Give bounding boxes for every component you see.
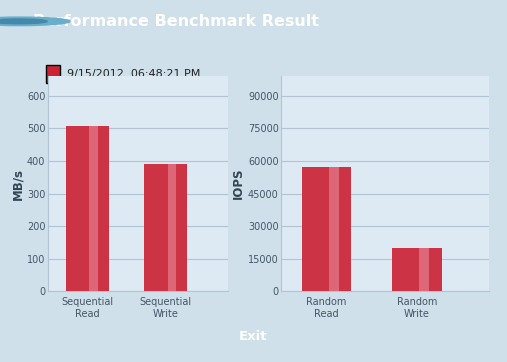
Circle shape <box>0 17 70 26</box>
Circle shape <box>0 19 47 24</box>
Y-axis label: IOPS: IOPS <box>232 168 245 199</box>
Bar <box>329 167 339 291</box>
Text: Performance Benchmark Result: Performance Benchmark Result <box>33 14 319 29</box>
Text: 9/15/2012  06:48:21 PM: 9/15/2012 06:48:21 PM <box>67 69 201 79</box>
Bar <box>392 248 442 291</box>
Text: Exit: Exit <box>239 330 268 343</box>
Y-axis label: MB/s: MB/s <box>11 168 24 200</box>
Bar <box>144 164 187 291</box>
Bar <box>89 126 98 291</box>
Bar <box>66 126 109 291</box>
Bar <box>419 248 429 291</box>
FancyBboxPatch shape <box>46 65 60 83</box>
Bar <box>168 164 176 291</box>
Bar <box>302 167 351 291</box>
